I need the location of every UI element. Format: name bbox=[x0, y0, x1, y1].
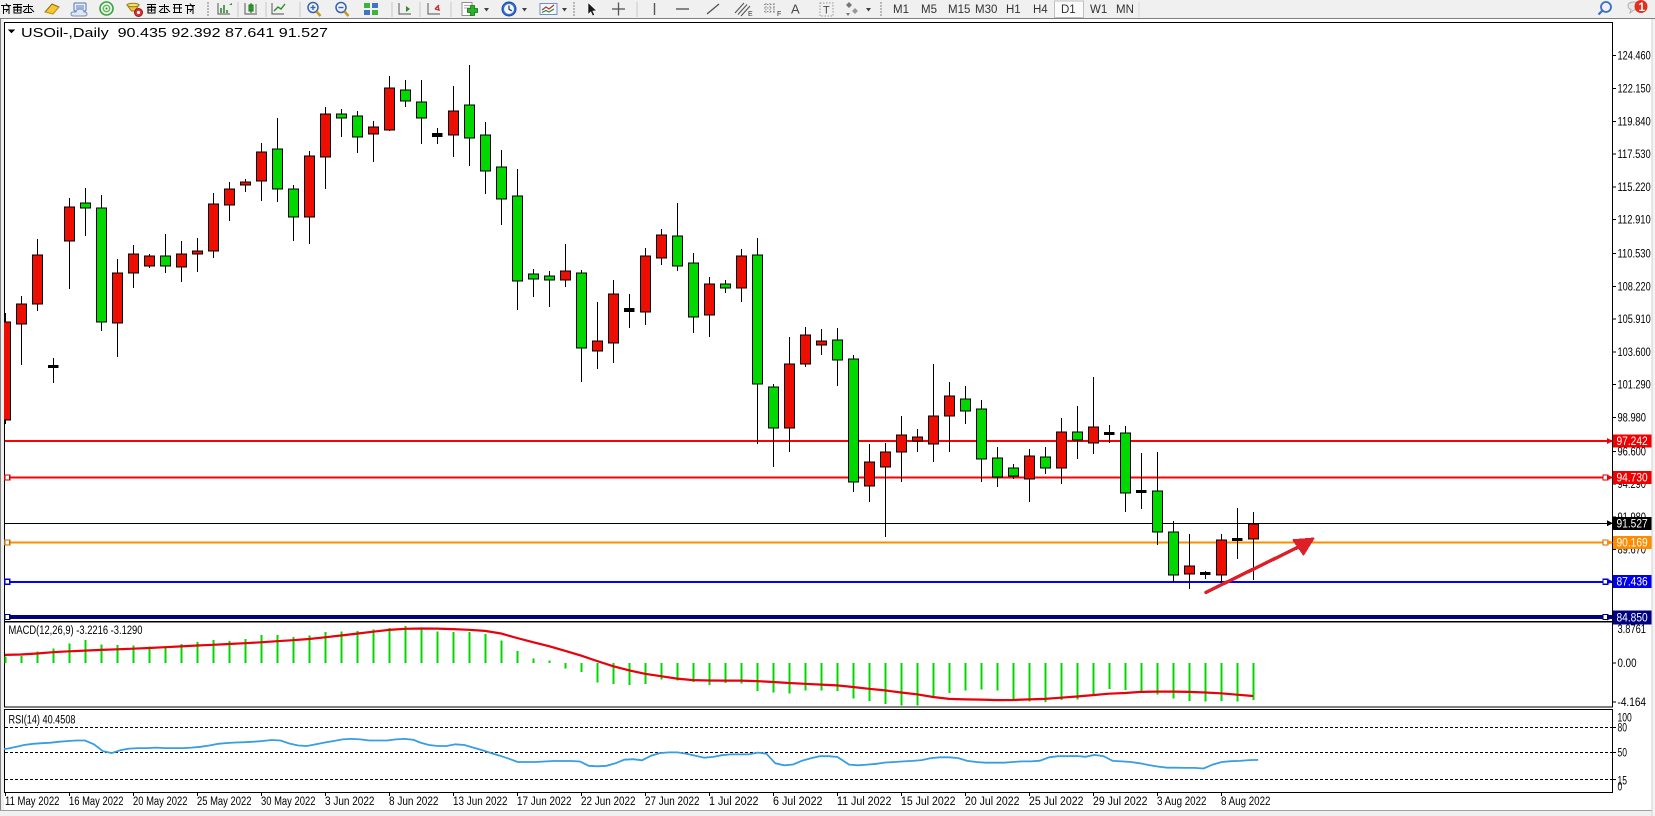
svg-text:20 Jul 2022: 20 Jul 2022 bbox=[965, 796, 1019, 808]
svg-text:0.00: 0.00 bbox=[1618, 658, 1637, 670]
svg-text:17 Jun 2022: 17 Jun 2022 bbox=[517, 796, 571, 808]
svg-text:110.530: 110.530 bbox=[1618, 248, 1651, 260]
svg-text:H4: H4 bbox=[1033, 4, 1048, 16]
svg-text:22 Jun 2022: 22 Jun 2022 bbox=[581, 796, 635, 808]
svg-text:91.527: 91.527 bbox=[1617, 518, 1648, 530]
svg-text:A: A bbox=[791, 2, 800, 17]
svg-text:25 Jul 2022: 25 Jul 2022 bbox=[1029, 796, 1083, 808]
svg-text:H1: H1 bbox=[1006, 4, 1021, 16]
svg-text:115.220: 115.220 bbox=[1618, 182, 1651, 194]
svg-text:3 Jun 2022: 3 Jun 2022 bbox=[325, 796, 375, 808]
svg-text:97.242: 97.242 bbox=[1617, 436, 1648, 448]
svg-text:15: 15 bbox=[1618, 775, 1628, 787]
svg-text:105.910: 105.910 bbox=[1618, 314, 1651, 326]
svg-text:29 Jul 2022: 29 Jul 2022 bbox=[1093, 796, 1147, 808]
svg-text:-4.164: -4.164 bbox=[1618, 697, 1647, 709]
svg-text:M5: M5 bbox=[921, 4, 937, 16]
svg-text:100: 100 bbox=[1618, 712, 1632, 724]
svg-text:T: T bbox=[823, 5, 830, 17]
svg-text:84.850: 84.850 bbox=[1617, 613, 1648, 625]
svg-text:RSI(14) 40.4508: RSI(14) 40.4508 bbox=[9, 715, 76, 727]
svg-text:8 Jun 2022: 8 Jun 2022 bbox=[389, 796, 439, 808]
svg-text:W1: W1 bbox=[1090, 4, 1107, 16]
svg-text:0: 0 bbox=[1618, 781, 1623, 793]
svg-text:108.220: 108.220 bbox=[1618, 281, 1651, 293]
svg-text:11 May 2022: 11 May 2022 bbox=[5, 796, 59, 808]
svg-text:96.600: 96.600 bbox=[1618, 446, 1647, 458]
svg-text:101.290: 101.290 bbox=[1618, 380, 1651, 392]
svg-text:MACD(12,26,9) -3.2216 -3.1290: MACD(12,26,9) -3.2216 -3.1290 bbox=[9, 625, 143, 637]
svg-text:124.460: 124.460 bbox=[1618, 51, 1651, 63]
svg-text:MN: MN bbox=[1116, 4, 1134, 16]
svg-text:USOil-,Daily 90.435 92.392 87: USOil-,Daily 90.435 92.392 87.641 91.527 bbox=[21, 25, 328, 40]
svg-text:30 May 2022: 30 May 2022 bbox=[261, 796, 315, 808]
svg-text:16 May 2022: 16 May 2022 bbox=[69, 796, 123, 808]
svg-text:20 May 2022: 20 May 2022 bbox=[133, 796, 187, 808]
svg-text:8 Aug 2022: 8 Aug 2022 bbox=[1221, 796, 1271, 808]
svg-text:3 Aug 2022: 3 Aug 2022 bbox=[1157, 796, 1207, 808]
svg-text:D1: D1 bbox=[1061, 4, 1076, 16]
svg-text:103.600: 103.600 bbox=[1618, 347, 1651, 359]
svg-text:98.980: 98.980 bbox=[1618, 412, 1647, 424]
svg-text:50: 50 bbox=[1618, 747, 1628, 759]
svg-text:1 Jul 2022: 1 Jul 2022 bbox=[709, 796, 759, 808]
svg-text:11 Jul 2022: 11 Jul 2022 bbox=[837, 796, 891, 808]
svg-text:13 Jun 2022: 13 Jun 2022 bbox=[453, 796, 507, 808]
svg-text:80: 80 bbox=[1618, 722, 1628, 734]
svg-text:25 May 2022: 25 May 2022 bbox=[197, 796, 251, 808]
svg-text:122.150: 122.150 bbox=[1618, 83, 1651, 95]
svg-text:3.8761: 3.8761 bbox=[1618, 624, 1647, 636]
svg-text:6 Jul 2022: 6 Jul 2022 bbox=[773, 796, 823, 808]
svg-text:1: 1 bbox=[1639, 2, 1646, 14]
svg-text:15 Jul 2022: 15 Jul 2022 bbox=[901, 796, 955, 808]
svg-text:90.169: 90.169 bbox=[1617, 538, 1648, 550]
svg-text:M15: M15 bbox=[948, 4, 970, 16]
svg-text:119.840: 119.840 bbox=[1618, 116, 1651, 128]
svg-text:M1: M1 bbox=[893, 4, 909, 16]
svg-text:87.436: 87.436 bbox=[1617, 577, 1648, 589]
svg-text:F: F bbox=[777, 11, 781, 18]
svg-text:117.530: 117.530 bbox=[1618, 149, 1651, 161]
svg-text:112.910: 112.910 bbox=[1618, 215, 1651, 227]
svg-text:94.730: 94.730 bbox=[1617, 473, 1648, 485]
svg-text:E: E bbox=[748, 11, 753, 18]
svg-text:M30: M30 bbox=[975, 4, 997, 16]
svg-text:27 Jun 2022: 27 Jun 2022 bbox=[645, 796, 699, 808]
